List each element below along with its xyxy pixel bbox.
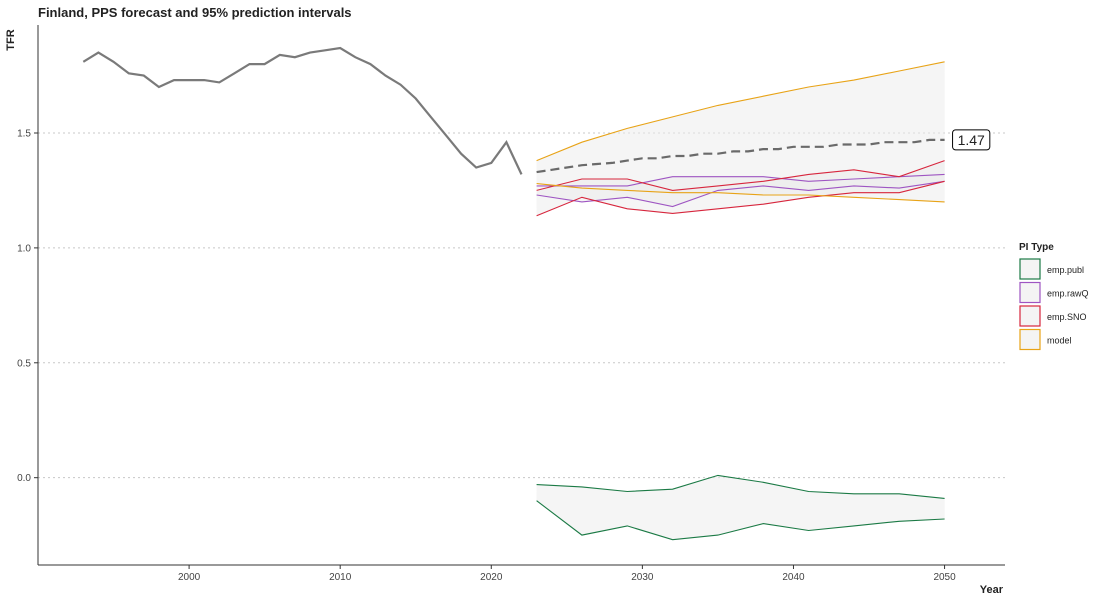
legend-label: emp.SNO: [1047, 312, 1087, 322]
x-tick-label: 2030: [631, 572, 654, 583]
legend-key: [1019, 258, 1041, 280]
legend-label: emp.publ: [1047, 265, 1084, 275]
x-tick-label: 2010: [329, 572, 352, 583]
y-axis-label: TFR: [5, 29, 17, 50]
legend-key: [1019, 305, 1041, 327]
annotation-label: 1.47: [958, 132, 985, 148]
y-tick-label: 0.0: [17, 473, 31, 484]
band-upper: [536, 474, 945, 499]
legend-label: model: [1047, 336, 1072, 346]
band-upper: [536, 160, 945, 191]
band-lower: [536, 183, 945, 203]
y-tick-label: 0.5: [17, 358, 31, 369]
x-tick-label: 2000: [178, 572, 201, 583]
x-tick-label: 2020: [480, 572, 503, 583]
annotation-box: [952, 129, 991, 151]
band-upper: [536, 61, 945, 162]
x-axis-label: Year: [980, 584, 1004, 596]
legend-key: [1019, 281, 1041, 304]
band-lower: [536, 500, 945, 541]
legend-label: emp.rawQ: [1047, 289, 1089, 299]
series-line: [82, 46, 523, 175]
x-tick-label: 2040: [782, 572, 805, 583]
chart-title: Finland, PPS forecast and 95% prediction…: [38, 5, 352, 20]
band-lower: [536, 180, 945, 217]
y-tick-label: 1.5: [17, 129, 31, 140]
band-fill: [536, 475, 945, 540]
band-fill: [536, 61, 945, 202]
legend-key: [1019, 328, 1041, 351]
x-tick-label: 2050: [933, 572, 956, 583]
y-tick-label: 1.0: [17, 243, 31, 254]
band-lower: [536, 180, 945, 208]
band-upper: [536, 173, 945, 187]
series-line: [536, 138, 945, 174]
legend-title: PI Type: [1019, 242, 1054, 253]
